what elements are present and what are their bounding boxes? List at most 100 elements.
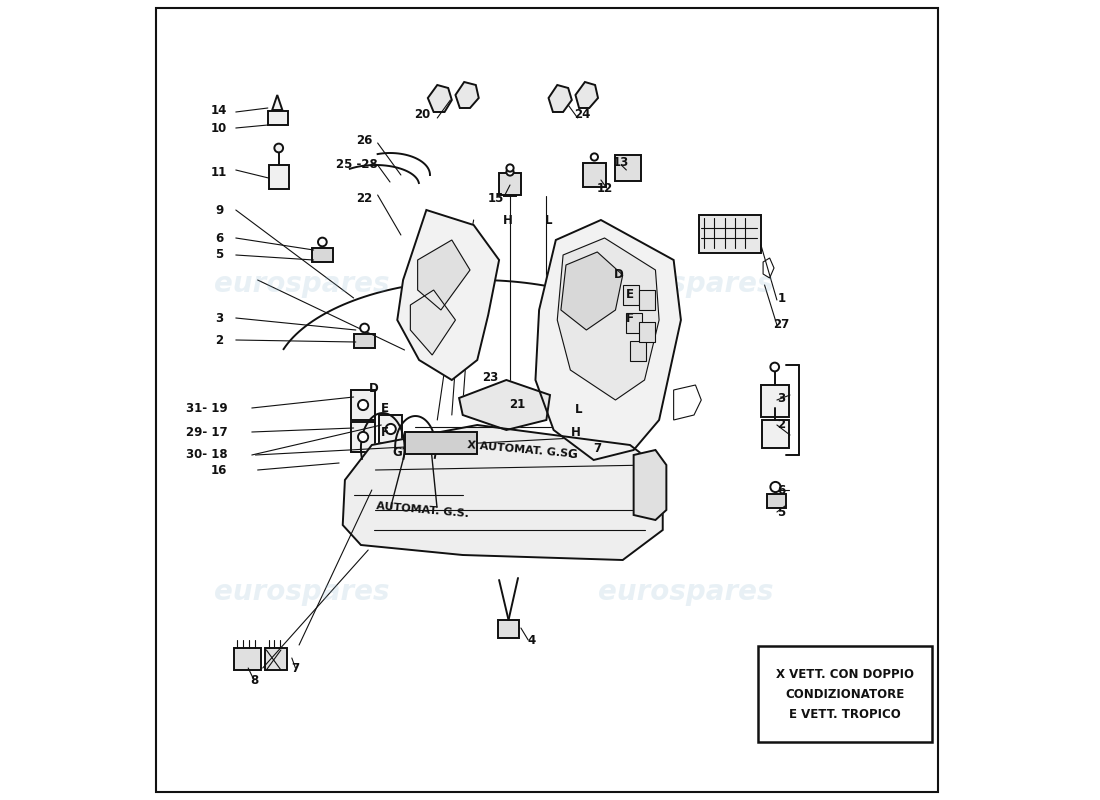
Polygon shape [549, 85, 572, 112]
Text: X AUTOMAT. G.S.: X AUTOMAT. G.S. [466, 441, 572, 459]
Text: 2: 2 [778, 418, 785, 431]
Text: 1: 1 [778, 291, 785, 305]
Text: 6: 6 [777, 483, 785, 497]
Circle shape [770, 362, 779, 371]
Text: eurospares: eurospares [598, 578, 773, 606]
Bar [438, 350, 452, 366]
Text: 20: 20 [415, 109, 431, 122]
Text: 2: 2 [214, 334, 223, 346]
Polygon shape [418, 240, 470, 310]
Bar [639, 290, 654, 310]
Text: 5: 5 [214, 249, 223, 262]
Text: 29- 17: 29- 17 [186, 426, 228, 438]
Text: X VETT. CON DOPPIO
CONDIZIONATORE
E VETT. TROPICO: X VETT. CON DOPPIO CONDIZIONATORE E VETT… [777, 668, 914, 721]
Circle shape [506, 168, 514, 176]
Text: 31- 19: 31- 19 [186, 402, 228, 414]
Polygon shape [428, 85, 452, 112]
Polygon shape [459, 380, 550, 430]
Bar [265, 648, 287, 670]
Text: eurospares: eurospares [598, 270, 773, 298]
Text: 5: 5 [777, 506, 785, 518]
Circle shape [274, 144, 283, 152]
Polygon shape [272, 95, 283, 110]
Polygon shape [397, 210, 499, 380]
Bar [351, 422, 375, 452]
Circle shape [386, 424, 396, 434]
Circle shape [770, 482, 781, 492]
Text: L: L [575, 403, 583, 417]
Text: 6: 6 [214, 231, 223, 245]
Polygon shape [343, 425, 662, 560]
Bar [268, 165, 289, 189]
Polygon shape [536, 220, 681, 460]
Text: 24: 24 [574, 109, 591, 122]
Text: 26: 26 [356, 134, 373, 146]
Circle shape [358, 400, 368, 410]
Polygon shape [410, 290, 455, 355]
Text: L: L [544, 214, 552, 226]
Text: 3: 3 [778, 391, 785, 405]
Text: 30- 18: 30- 18 [186, 449, 228, 462]
Circle shape [591, 154, 598, 161]
Text: 13: 13 [613, 155, 629, 169]
Bar [351, 390, 375, 420]
Bar [758, 646, 933, 742]
Text: eurospares: eurospares [214, 270, 389, 298]
Bar [762, 420, 789, 448]
Bar [233, 648, 262, 670]
Text: eurospares: eurospares [214, 578, 389, 606]
Bar [630, 341, 646, 361]
Text: E: E [381, 402, 389, 414]
Text: 23: 23 [482, 371, 498, 385]
Bar [379, 415, 403, 443]
Text: D: D [614, 269, 624, 282]
Text: 21: 21 [509, 398, 526, 411]
Text: 7: 7 [593, 442, 602, 454]
Text: 12: 12 [596, 182, 613, 194]
Text: 8: 8 [250, 674, 258, 686]
Text: 15: 15 [487, 191, 504, 205]
Text: E: E [626, 289, 634, 302]
Text: 27: 27 [773, 318, 790, 331]
Bar [454, 345, 465, 359]
Text: H: H [503, 214, 513, 226]
Text: 9: 9 [214, 203, 223, 217]
Polygon shape [561, 252, 623, 330]
Bar [405, 432, 477, 454]
Text: G: G [566, 449, 576, 462]
Text: 4: 4 [528, 634, 536, 646]
Bar [626, 313, 642, 333]
Text: G: G [393, 446, 403, 459]
Bar [700, 215, 761, 253]
Bar [623, 285, 639, 305]
Text: F: F [381, 426, 389, 438]
Circle shape [360, 324, 368, 332]
Text: 10: 10 [211, 122, 228, 134]
Circle shape [506, 164, 514, 172]
Text: 3: 3 [214, 311, 223, 325]
Circle shape [318, 238, 327, 246]
Text: D: D [370, 382, 378, 394]
Bar [463, 338, 474, 352]
Polygon shape [558, 238, 659, 400]
Bar [499, 173, 521, 195]
Text: 14: 14 [211, 103, 228, 117]
Circle shape [358, 432, 368, 442]
Polygon shape [634, 450, 667, 520]
Text: 22: 22 [356, 191, 373, 205]
Bar [767, 494, 785, 508]
Text: AUTOMAT. G.S.: AUTOMAT. G.S. [375, 501, 469, 519]
Bar [267, 111, 288, 125]
Bar [504, 184, 516, 196]
Bar [312, 248, 332, 262]
Text: 11: 11 [211, 166, 228, 178]
Bar [639, 322, 654, 342]
Polygon shape [575, 82, 598, 108]
Text: H: H [571, 426, 581, 438]
Text: 25 -28: 25 -28 [337, 158, 378, 171]
Bar [616, 155, 641, 181]
Bar [583, 163, 606, 187]
Bar [761, 385, 789, 417]
Text: 16: 16 [211, 463, 228, 477]
Polygon shape [455, 82, 478, 108]
